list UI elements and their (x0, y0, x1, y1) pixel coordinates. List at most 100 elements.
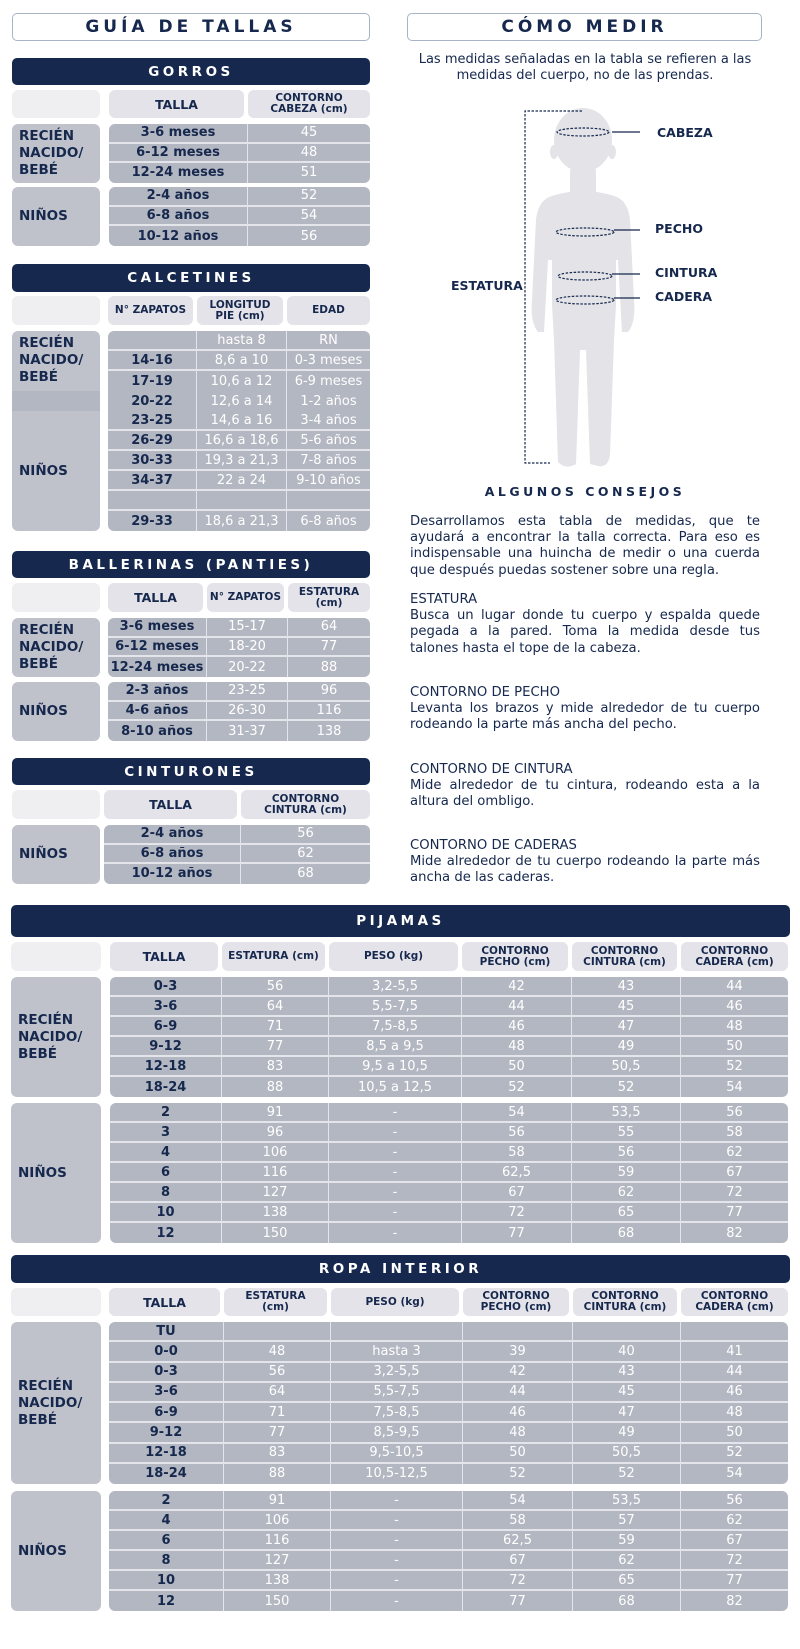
table-row: 2 91-54 53,5 56 (110, 1103, 788, 1123)
value-cell: 52 (726, 1058, 743, 1074)
value-cell: 83 (222, 1057, 329, 1075)
size-cell: 20-22 (108, 391, 197, 411)
value-cell: 5-6 años (300, 432, 357, 448)
tip-heading: CONTORNO DE PECHO (410, 685, 560, 700)
size-cell: 0-3 (110, 977, 222, 995)
value-cell: - (331, 1551, 463, 1569)
column-header: CONTORNO PECHO (cm) (462, 942, 568, 971)
value-cell: RN (319, 332, 338, 348)
tip-estatura: ESTATURA Busca un lugar donde tu cuerpo … (410, 592, 760, 657)
value-cell: 54 (463, 1491, 573, 1509)
table-row: 9-12 77 8,5 a 9,5 48 49 50 (110, 1037, 788, 1057)
value-cell: 91 (222, 1103, 329, 1121)
waist-measure-ring (557, 271, 613, 281)
value-cell: 53,5 (572, 1103, 681, 1121)
tip-text: Mide alrededor de tu cuerpo rodeando la … (410, 854, 760, 886)
value-cell: 56 (224, 1362, 331, 1381)
value-cell: 77 (224, 1423, 331, 1442)
value-cell: 77 (222, 1037, 329, 1055)
size-cell: 10 (110, 1203, 222, 1221)
table-row: 2-4 años 52 (109, 187, 370, 207)
group-label: NIÑOS (12, 187, 100, 247)
tip-text: Mide alrededor de tu cintura, rodeando e… (410, 778, 760, 810)
value-cell: - (331, 1571, 463, 1589)
size-cell: 8-10 años (108, 721, 207, 742)
size-cell: 0-3 (109, 1362, 224, 1381)
table-row: 3-6 meses 15-17 64 (108, 618, 370, 638)
value-cell: 127 (222, 1183, 329, 1201)
table-row: 8 127-67 62 72 (110, 1183, 788, 1203)
value-cell: 88 (320, 659, 338, 675)
column-header: CONTORNO CINTURA (cm) (241, 790, 370, 819)
value-cell: 23-25 (207, 682, 288, 700)
value-cell: 42 (463, 1362, 573, 1381)
tip-cintura: CONTORNO DE CINTURA Mide alrededor de tu… (410, 762, 760, 811)
group-rows: 20-22 12,6 a 14 1-2 años (108, 391, 370, 411)
value-cell: 48 (726, 1404, 743, 1420)
value-cell: 67 (726, 1532, 743, 1548)
table-title-ropa-interior: ROPA INTERIOR (11, 1255, 790, 1283)
value-cell: 3,2-5,5 (329, 977, 462, 995)
group-rows: 2-3 años 23-25 96 4-6 años 26-30 116 8-10 años… (108, 682, 370, 742)
value-cell: 77 (463, 1591, 573, 1611)
value-cell: 52 (463, 1463, 573, 1484)
column-header: TALLA (110, 942, 218, 971)
size-cell: 6-9 (109, 1403, 224, 1422)
value-cell: - (329, 1223, 462, 1243)
value-cell: 88 (222, 1077, 329, 1097)
value-cell: 71 (224, 1403, 331, 1422)
table-row: 3-6 64 5,5-7,5 44 45 46 (109, 1382, 788, 1403)
value-cell: 77 (462, 1223, 572, 1243)
group-label: NIÑOS (11, 1491, 101, 1611)
table-row: 12 150-77 68 82 (110, 1223, 788, 1243)
group-label: RECIÉN NACIDO/ BEBÉ (11, 977, 101, 1097)
value-cell: 45 (572, 997, 681, 1015)
table-row: 3-6 meses 45 (109, 124, 370, 144)
column-header: CONTORNO PECHO (cm) (463, 1288, 569, 1316)
column-header: PESO (kg) (331, 1288, 459, 1316)
table-row: 8-10 años 31-37 138 (108, 721, 370, 742)
table-title-pijamas: PIJAMAS (11, 905, 790, 937)
value-cell (197, 491, 287, 509)
value-cell: 9,5-10,5 (331, 1443, 463, 1462)
value-cell: 48 (224, 1342, 331, 1361)
value-cell: 48 (300, 144, 318, 160)
value-cell: 49 (573, 1423, 681, 1442)
value-cell: 46 (726, 1384, 743, 1400)
size-cell: 3 (110, 1123, 222, 1141)
column-header: CONTORNO CADERA (cm) (681, 942, 788, 971)
value-cell: 56 (462, 1123, 572, 1141)
value-cell: 56 (572, 1143, 681, 1161)
chest-measure-ring (555, 227, 615, 237)
value-cell: 42 (462, 977, 572, 995)
value-cell: 44 (726, 1364, 743, 1380)
column-header: N° ZAPATOS (108, 296, 193, 325)
value-cell: 3-4 años (300, 412, 357, 428)
head-measure-ring (556, 127, 610, 137)
column-header: TALLA (104, 790, 237, 819)
value-cell: 44 (726, 978, 743, 994)
column-header: ESTATURA (cm) (288, 583, 370, 612)
size-cell: 30-33 (108, 451, 197, 469)
value-cell: 77 (726, 1572, 743, 1588)
value-cell: 48 (726, 1018, 743, 1034)
header-blank-cell (12, 583, 100, 612)
value-cell: - (331, 1591, 463, 1611)
header-blank-cell (11, 942, 101, 971)
value-cell: 72 (463, 1571, 573, 1589)
size-cell: 10-12 años (109, 226, 248, 247)
size-cell: 8 (109, 1551, 224, 1569)
size-cell: 18-24 (110, 1077, 222, 1097)
value-cell: - (331, 1511, 463, 1529)
value-cell: 10,5-12,5 (331, 1463, 463, 1484)
value-cell: 72 (726, 1552, 743, 1568)
size-cell: 3-6 meses (109, 124, 248, 142)
value-cell: 31-37 (207, 721, 288, 742)
value-cell: 106 (222, 1143, 329, 1161)
table-row: 29-33 18,6 a 21,3 6-8 años (108, 511, 370, 531)
tip-pecho: CONTORNO DE PECHO Levanta los brazos y m… (410, 685, 760, 734)
value-cell: 59 (573, 1531, 681, 1549)
size-cell: 12-24 meses (109, 163, 248, 183)
value-cell: - (329, 1123, 462, 1141)
value-cell: 46 (726, 998, 743, 1014)
